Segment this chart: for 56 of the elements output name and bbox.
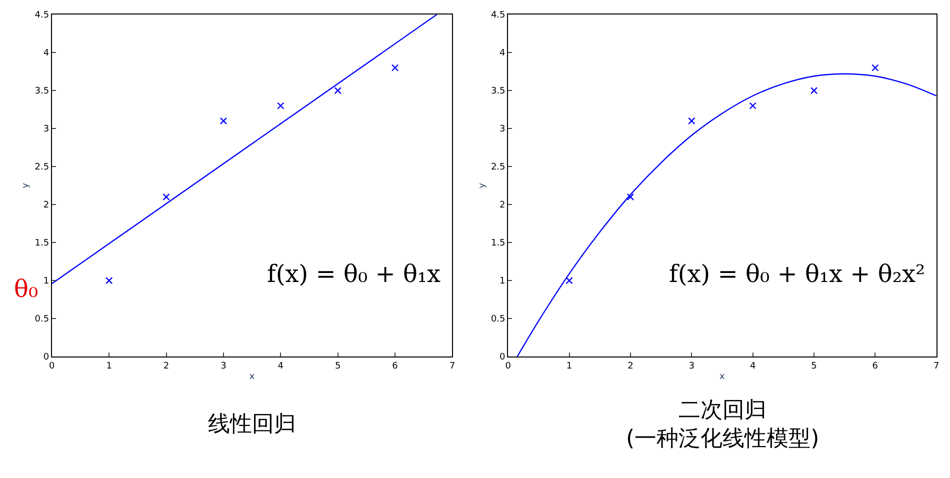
x-tick-label: 6 xyxy=(392,361,398,372)
y-tick-label: 0.5 xyxy=(34,314,50,325)
y-tick-label: 0 xyxy=(500,352,506,363)
x-tick-label: 1 xyxy=(566,361,572,372)
x-tick-label: 3 xyxy=(220,361,226,372)
point xyxy=(334,86,342,94)
point xyxy=(810,86,818,94)
y-tick-label: 2.5 xyxy=(34,162,50,173)
y-tick-label: 2 xyxy=(500,200,506,211)
x-tick-label: 5 xyxy=(811,361,817,372)
y-tick-label: 4 xyxy=(43,48,50,59)
text: 线性回归 xyxy=(208,412,296,437)
y-tick-label: 3 xyxy=(43,124,50,135)
point xyxy=(105,276,113,284)
y-tick-label: 4.5 xyxy=(490,10,506,21)
y-tick-label: 0 xyxy=(43,352,50,363)
x-tick-label: 5 xyxy=(334,361,341,372)
point xyxy=(220,117,228,125)
y-tick-label: 1.5 xyxy=(34,238,50,249)
line-series xyxy=(516,73,936,357)
y-tick-label: 4 xyxy=(500,48,506,59)
y-tick-label: 3.5 xyxy=(34,86,50,97)
x-axis-title: x xyxy=(720,372,726,382)
x-tick-label: 7 xyxy=(933,361,940,372)
y-tick-label: 1.5 xyxy=(490,238,506,249)
y-tick-label: 4.5 xyxy=(34,10,50,21)
x-tick-label: 2 xyxy=(628,361,634,372)
annotation: f(x) = θ₀ + θ₁x xyxy=(267,260,442,288)
annotation: θ₀ xyxy=(14,275,38,303)
x-tick-label: 3 xyxy=(688,361,694,372)
y-tick-label: 0.5 xyxy=(490,314,506,325)
point xyxy=(277,102,284,110)
point xyxy=(688,117,696,125)
point xyxy=(162,193,170,201)
point xyxy=(626,193,634,201)
point xyxy=(566,276,573,284)
y-tick-label: 1 xyxy=(43,276,50,287)
x-tick-label: 6 xyxy=(872,361,878,372)
y-tick-label: 1 xyxy=(500,276,506,287)
x-tick-label: 1 xyxy=(106,361,112,372)
point xyxy=(749,102,756,110)
y-tick-label: 2 xyxy=(43,200,50,211)
text: 二次回归 (一种泛化线性模型) xyxy=(626,398,820,452)
y-tick-label: 3 xyxy=(500,124,506,135)
point xyxy=(391,64,399,72)
x-tick-label: 4 xyxy=(278,361,284,372)
x-axis-title: x xyxy=(249,372,256,382)
y-axis-title: y xyxy=(477,182,488,188)
x-tick-label: 2 xyxy=(163,361,170,372)
point xyxy=(872,64,879,72)
annotation: f(x) = θ₀ + θ₁x + θ₂x² xyxy=(669,260,926,288)
x-tick-label: 7 xyxy=(449,361,456,372)
x-tick-label: 4 xyxy=(750,361,756,372)
y-tick-label: 3.5 xyxy=(490,86,506,97)
y-axis-title: y xyxy=(21,182,32,188)
y-tick-label: 2.5 xyxy=(490,162,506,173)
